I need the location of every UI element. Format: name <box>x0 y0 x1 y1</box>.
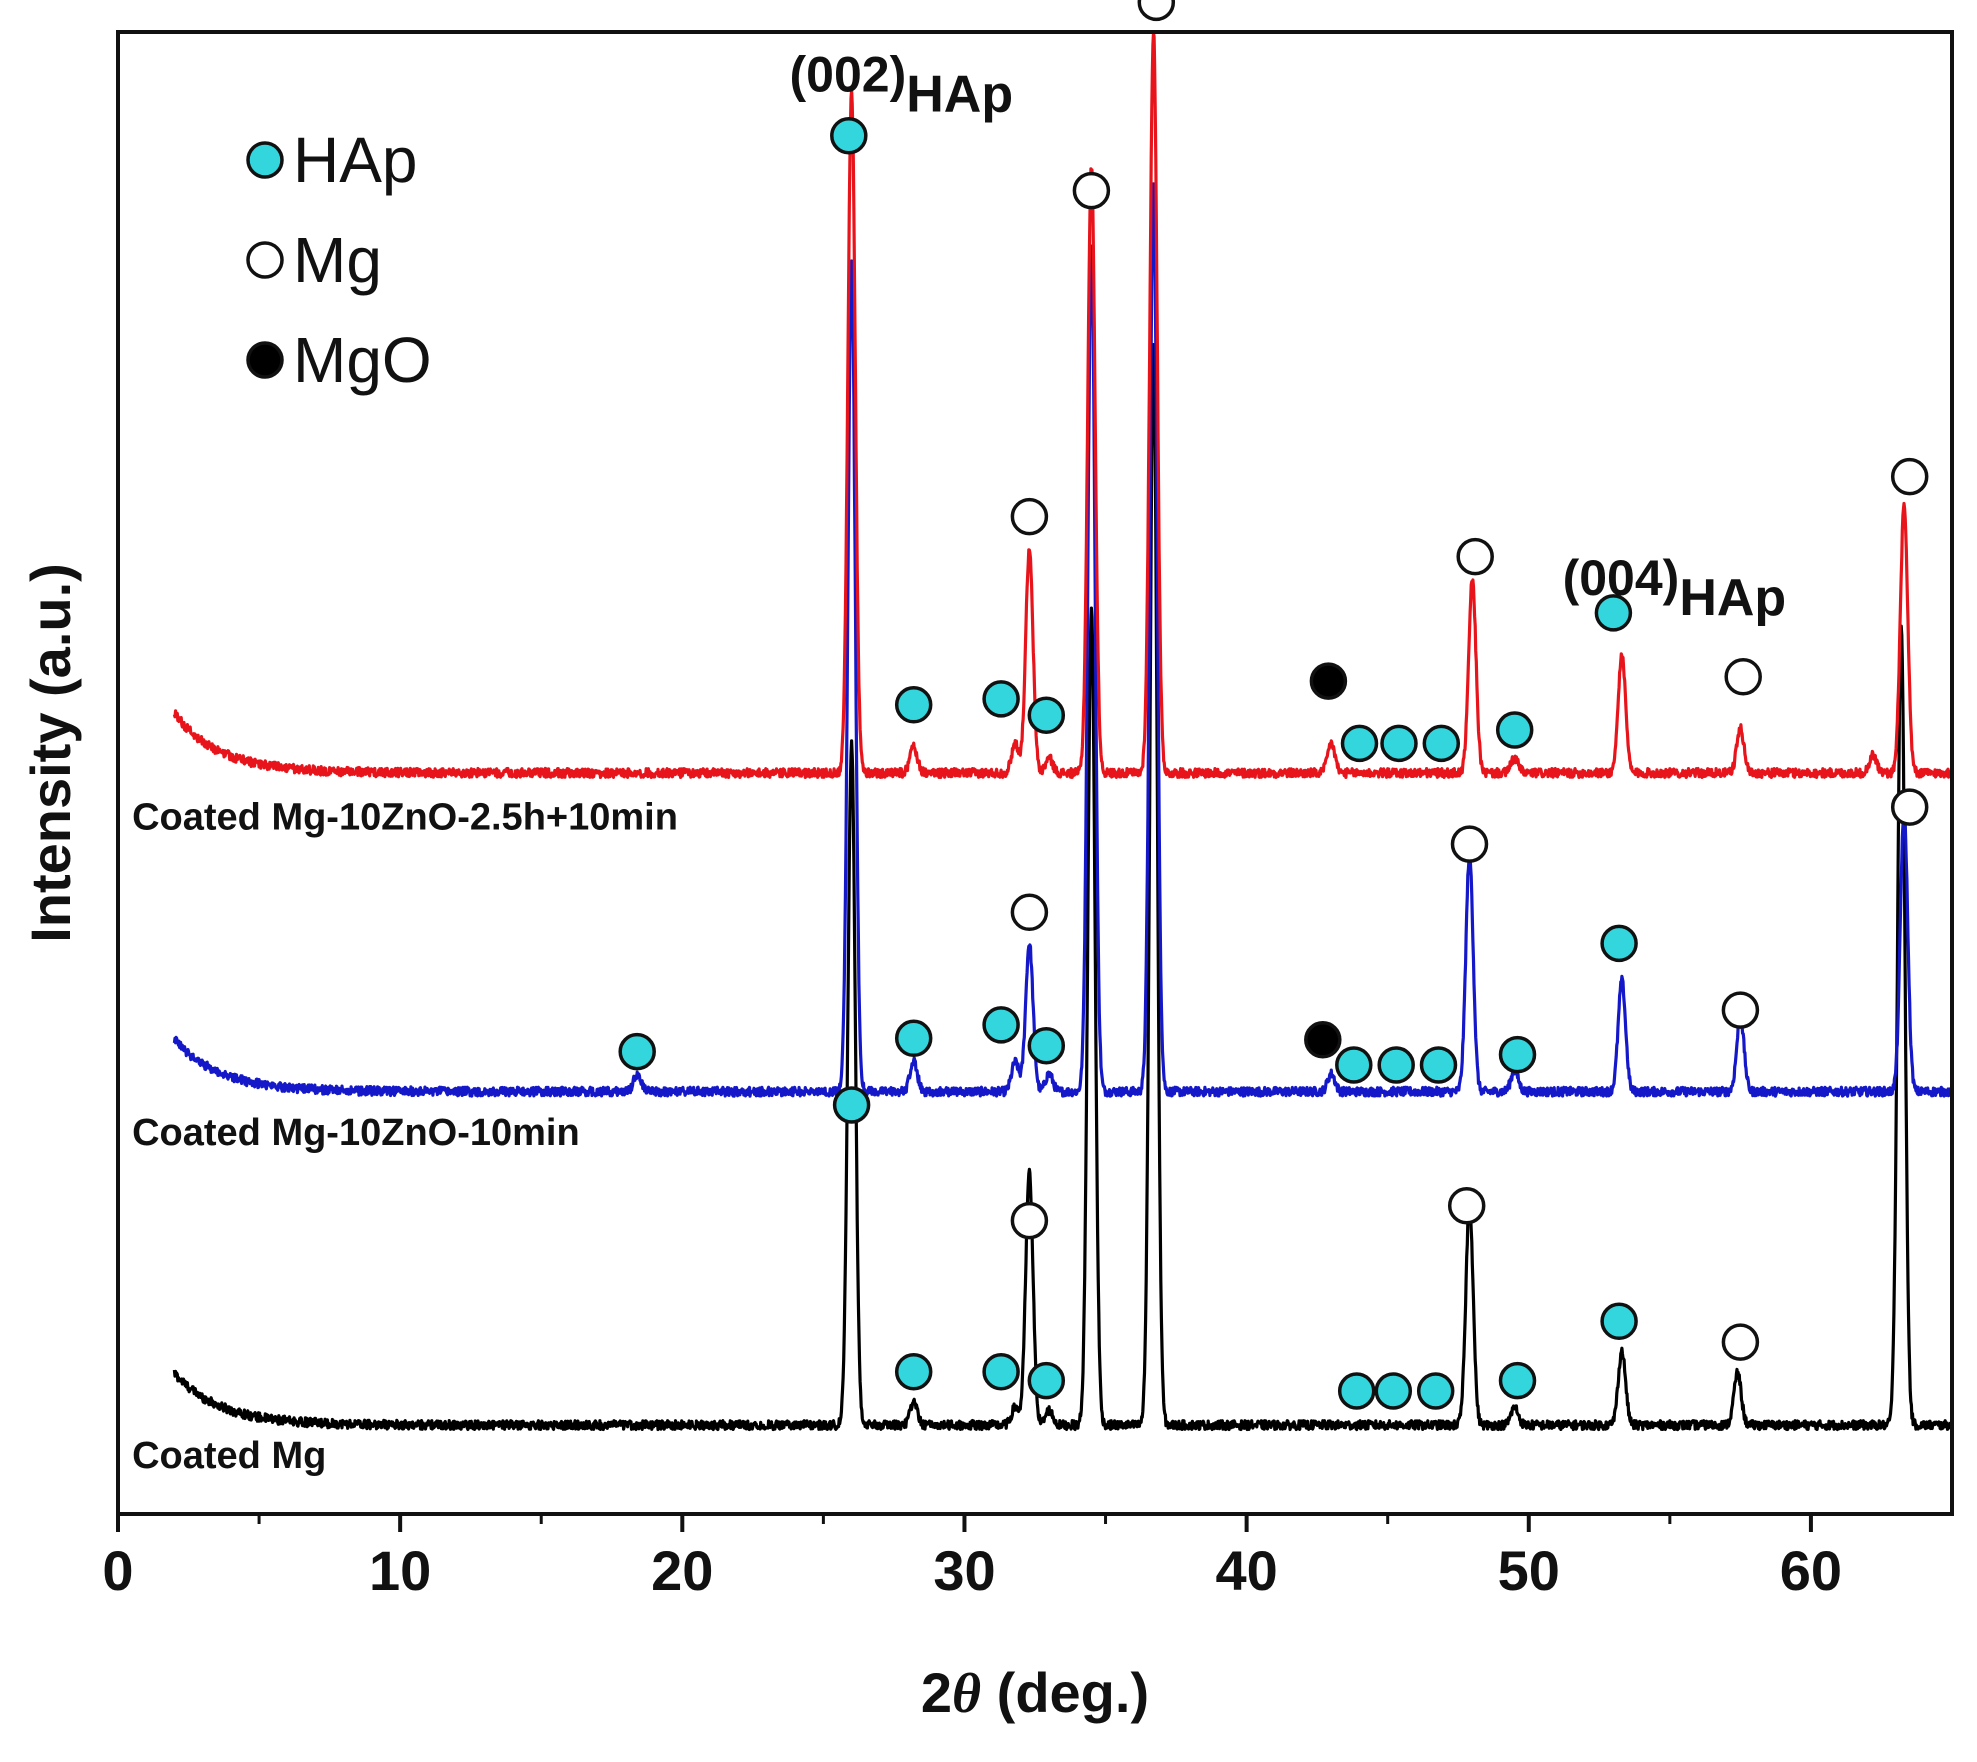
x-tick-label: 0 <box>102 1539 133 1602</box>
hap-marker <box>1594 594 1633 632</box>
mg-marker <box>1721 1323 1760 1361</box>
hap-marker <box>832 1086 871 1124</box>
legend-hap-symbol <box>246 141 284 179</box>
hap-marker <box>618 1032 656 1071</box>
hap-marker <box>1335 1046 1373 1084</box>
legend-mg-label: Mg <box>293 224 382 296</box>
mg-marker <box>1137 0 1176 22</box>
series-line-2 <box>172 182 1952 1098</box>
y-axis-title: Intensity (a.u.) <box>19 563 82 943</box>
hap-marker <box>1027 696 1066 734</box>
hap-marker <box>1337 1372 1376 1410</box>
x-tick-label: 50 <box>1498 1539 1560 1602</box>
hap-marker <box>1498 1035 1537 1074</box>
hap-marker <box>1374 1372 1413 1410</box>
x-tick-label: 40 <box>1215 1539 1277 1602</box>
x-axis-ticks: 0 10 20 30 40 50 60 <box>102 1514 1842 1602</box>
peak-annotation: (002)HAp <box>790 46 1014 123</box>
annotation-layer: (002)HAp (004)HAp <box>790 46 1787 627</box>
legend: HAp Mg MgO <box>246 124 432 396</box>
hap-marker <box>1495 711 1534 749</box>
hap-marker <box>894 1019 933 1058</box>
mg-marker <box>1010 893 1049 932</box>
hap-marker <box>982 680 1020 718</box>
x-tick-label: 10 <box>369 1539 431 1602</box>
hap-marker <box>1422 724 1461 763</box>
mg-marker <box>1450 825 1489 863</box>
hap-marker <box>1377 1046 1415 1084</box>
hap-marker <box>1027 1026 1066 1065</box>
hap-marker <box>1027 1361 1066 1400</box>
mg-marker <box>1721 991 1760 1029</box>
series-line-1 <box>172 343 1952 1432</box>
hap-marker <box>894 1352 933 1391</box>
mg-marker <box>1890 788 1929 826</box>
series-line-3 <box>172 30 1952 780</box>
plot-frame <box>116 30 1954 1516</box>
mg-marker <box>1072 171 1111 210</box>
hap-marker <box>1498 1361 1537 1400</box>
series-label: Coated Mg-10ZnO-10min <box>132 1112 580 1154</box>
legend-hap-label: HAp <box>293 124 418 196</box>
hap-marker <box>894 686 933 724</box>
x-tick-label: 60 <box>1780 1539 1842 1602</box>
mgo-marker <box>1304 1021 1342 1059</box>
legend-mg-symbol <box>246 241 284 279</box>
x-axis-title: 2θ (deg.) <box>921 1661 1149 1725</box>
peak-annotation: (004)HAp <box>1563 550 1787 627</box>
hap-marker <box>1340 724 1379 763</box>
series-label: Coated Mg <box>132 1435 326 1477</box>
marker-layer <box>618 0 1929 1410</box>
hap-marker <box>1419 1046 1458 1084</box>
hap-marker <box>830 116 868 155</box>
x-tick-label: 20 <box>651 1539 713 1602</box>
mg-marker <box>1456 537 1494 576</box>
legend-mgo-symbol <box>246 341 284 379</box>
mg-marker <box>1890 457 1929 496</box>
mg-marker <box>1447 1186 1486 1225</box>
hap-marker <box>1600 1302 1638 1341</box>
mg-marker <box>1010 497 1049 536</box>
hap-marker <box>1380 724 1418 763</box>
hap-marker <box>1600 924 1638 963</box>
mg-marker <box>1724 657 1762 696</box>
legend-mgo-label: MgO <box>293 324 432 396</box>
hap-marker <box>982 1006 1020 1044</box>
hap-marker <box>982 1352 1020 1391</box>
x-tick-label: 30 <box>933 1539 995 1602</box>
series-label-layer: Coated Mg-10ZnO-2.5h+10min Coated Mg-10Zn… <box>132 796 678 1477</box>
mgo-marker <box>1309 662 1348 700</box>
mg-marker <box>1010 1201 1049 1240</box>
series-layer <box>172 30 1952 1432</box>
series-label: Coated Mg-10ZnO-2.5h+10min <box>132 796 678 838</box>
hap-marker <box>1416 1372 1455 1410</box>
